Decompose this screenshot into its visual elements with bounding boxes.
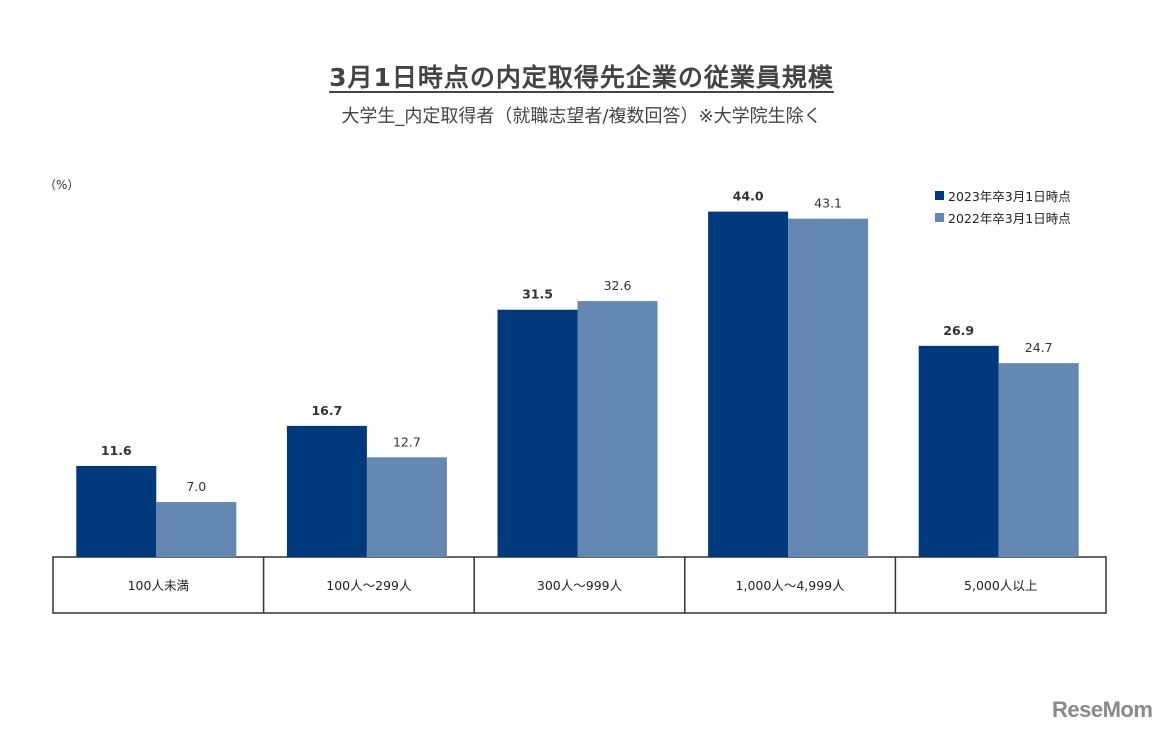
legend: 2023年卒3月1日時点 2022年卒3月1日時点 (935, 184, 1071, 228)
data-label-2023-1: 16.7 (311, 403, 342, 418)
legend-swatch-2023 (935, 190, 944, 200)
legend-label-2022: 2022年卒3月1日時点 (948, 210, 1071, 226)
category-label-1: 100人～299人 (326, 578, 412, 593)
data-label-2023-2: 31.5 (522, 287, 553, 302)
chart-title: 3月1日時点の内定取得先企業の従業員規模 (0, 58, 1163, 94)
legend-label-2023: 2023年卒3月1日時点 (948, 188, 1071, 204)
chart-title-text: 3月1日時点の内定取得先企業の従業員規模 (329, 63, 834, 92)
bar-2023-2 (497, 309, 578, 557)
data-label-2023-4: 26.9 (943, 323, 974, 338)
category-label-0: 100人未満 (128, 578, 189, 593)
bar-2023-1 (286, 425, 367, 557)
bar-2022-2 (577, 301, 658, 557)
bar-2022-1 (366, 457, 447, 557)
bar-2022-3 (788, 218, 869, 558)
y-unit-label: （%） (44, 178, 80, 192)
data-label-2022-0: 7.0 (186, 479, 206, 494)
legend-swatch-2022 (935, 212, 944, 222)
category-label-4: 5,000人以上 (964, 578, 1037, 593)
legend-item-2022: 2022年卒3月1日時点 (935, 206, 1071, 228)
bar-2023-0 (76, 465, 157, 557)
resemom-logo: ReseMom (1052, 697, 1153, 722)
data-label-2023-0: 11.6 (101, 443, 132, 458)
data-label-2022-4: 24.7 (1025, 340, 1053, 355)
data-label-2022-1: 12.7 (393, 434, 421, 449)
bar-2023-4 (918, 345, 999, 557)
bar-2022-0 (156, 502, 237, 557)
data-label-2022-2: 32.6 (604, 278, 632, 293)
legend-item-2023: 2023年卒3月1日時点 (935, 184, 1071, 206)
category-label-2: 300人～999人 (537, 578, 623, 593)
bar-2022-4 (998, 363, 1079, 557)
chart-subtitle: 大学生_内定取得者（就職志望者/複数回答）※大学院生除く (341, 106, 822, 127)
data-label-2023-3: 44.0 (733, 189, 764, 204)
data-label-2022-3: 43.1 (814, 196, 842, 211)
bar-2023-3 (708, 211, 789, 557)
category-label-3: 1,000人～4,999人 (736, 578, 846, 593)
